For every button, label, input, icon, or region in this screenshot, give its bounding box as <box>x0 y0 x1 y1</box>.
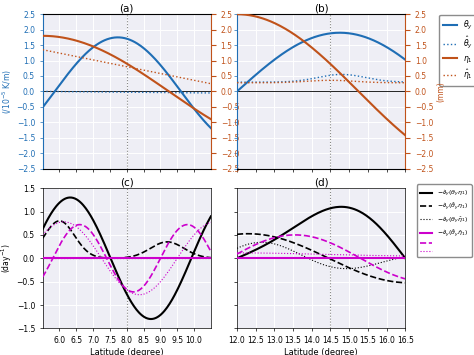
Title: (c): (c) <box>120 178 134 187</box>
Title: (d): (d) <box>314 178 328 187</box>
Title: (a): (a) <box>119 4 134 13</box>
X-axis label: Latitude (degree): Latitude (degree) <box>284 348 358 355</box>
X-axis label: Latitude (degree): Latitude (degree) <box>90 348 164 355</box>
Y-axis label: (mm): (mm) <box>436 81 445 102</box>
Y-axis label: (day$^{-1}$): (day$^{-1}$) <box>0 244 14 273</box>
Legend: $\theta_y$, $\hat{\theta}_y$, $\eta_1$, $\hat{\eta}_1$: $\theta_y$, $\hat{\theta}_y$, $\eta_1$, … <box>439 15 474 86</box>
Y-axis label: (/10$^{-5}$ K/m): (/10$^{-5}$ K/m) <box>0 69 14 114</box>
Title: (b): (b) <box>314 4 328 13</box>
Legend: $-\partial_y(\theta_y\eta_1)$, $-\partial_y(\hat{\theta}_y\eta_1)$, $-\partial_y: $-\partial_y(\theta_y\eta_1)$, $-\partia… <box>417 184 472 257</box>
